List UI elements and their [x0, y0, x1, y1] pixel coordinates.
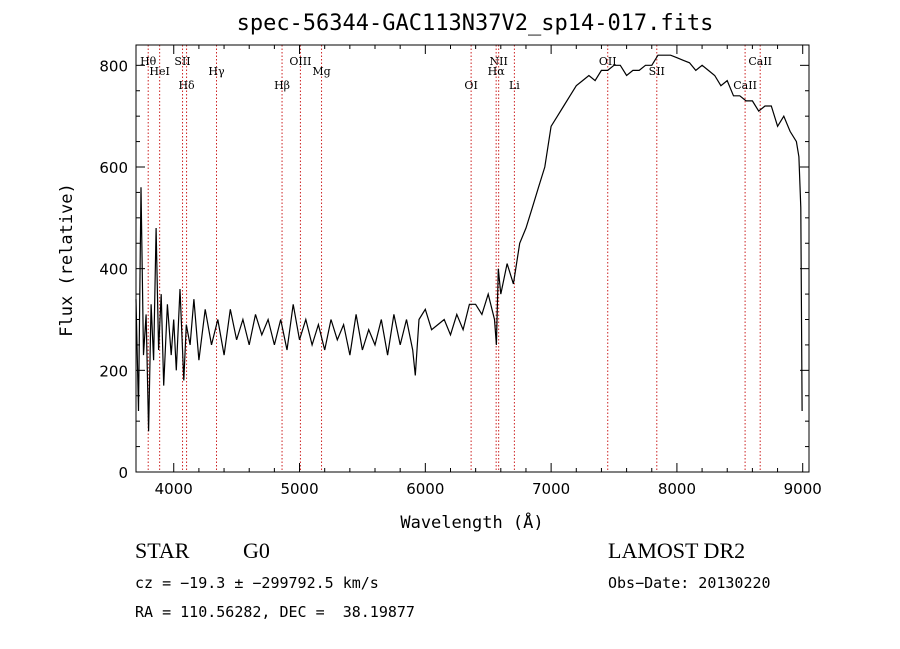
spectrum-series-line [135, 54, 803, 432]
coordinates-readout: RA = 110.56282, DEC = 38.19877 [135, 603, 415, 621]
spectral-line-label: Hθ [140, 55, 157, 68]
x-tick-label: 5000 [280, 480, 318, 498]
spectral-line-label: CaII [748, 55, 772, 68]
spectral-line-label: Mg [312, 65, 330, 78]
velocity-readout: cz = −19.3 ± −299792.5 km/s [135, 574, 379, 592]
x-tick-label: 6000 [406, 480, 444, 498]
spectral-line-label: CaII [733, 79, 757, 92]
y-tick-label: 400 [99, 261, 128, 279]
spectrum-chart: spec-56344-GAC113N37V2_sp14-017.fits HθH… [57, 11, 822, 533]
spectral-line-label: Hγ [208, 65, 225, 78]
x-tick-label: 4000 [155, 480, 193, 498]
spectral-line-label: Hδ [178, 79, 195, 92]
spectral-line-label: OII [599, 55, 617, 68]
plot-frame [135, 44, 810, 473]
y-tick-label: 600 [99, 159, 128, 177]
object-subclass: G0 [243, 538, 270, 563]
spectral-line-label: NII [490, 55, 508, 68]
spectral-line-label: Hβ [274, 79, 290, 92]
survey-name: LAMOST DR2 [608, 538, 746, 563]
y-tick-label: 200 [99, 362, 128, 380]
x-tick-label: 9000 [784, 480, 822, 498]
y-tick-label: 0 [118, 464, 128, 482]
object-class: STAR [135, 538, 190, 563]
y-tick-label: 800 [99, 57, 128, 75]
x-axis-label: Wavelength (Å) [400, 511, 543, 533]
chart-title: spec-56344-GAC113N37V2_sp14-017.fits [237, 11, 714, 36]
observation-date: Obs−Date: 20130220 [608, 574, 771, 592]
spectral-line-label: Li [509, 79, 520, 92]
spectral-line-label: OI [464, 79, 477, 92]
spectral-line-label: Hα [488, 65, 506, 78]
x-tick-label: 7000 [532, 480, 570, 498]
y-axis-label: Flux (relative) [57, 183, 77, 337]
spectral-line-label: SII [649, 65, 665, 78]
spectral-line-label: HeI [149, 65, 169, 78]
spectral-line-label: SII [174, 55, 190, 68]
x-tick-label: 8000 [658, 480, 696, 498]
spectral-line-label: OIII [289, 55, 311, 68]
